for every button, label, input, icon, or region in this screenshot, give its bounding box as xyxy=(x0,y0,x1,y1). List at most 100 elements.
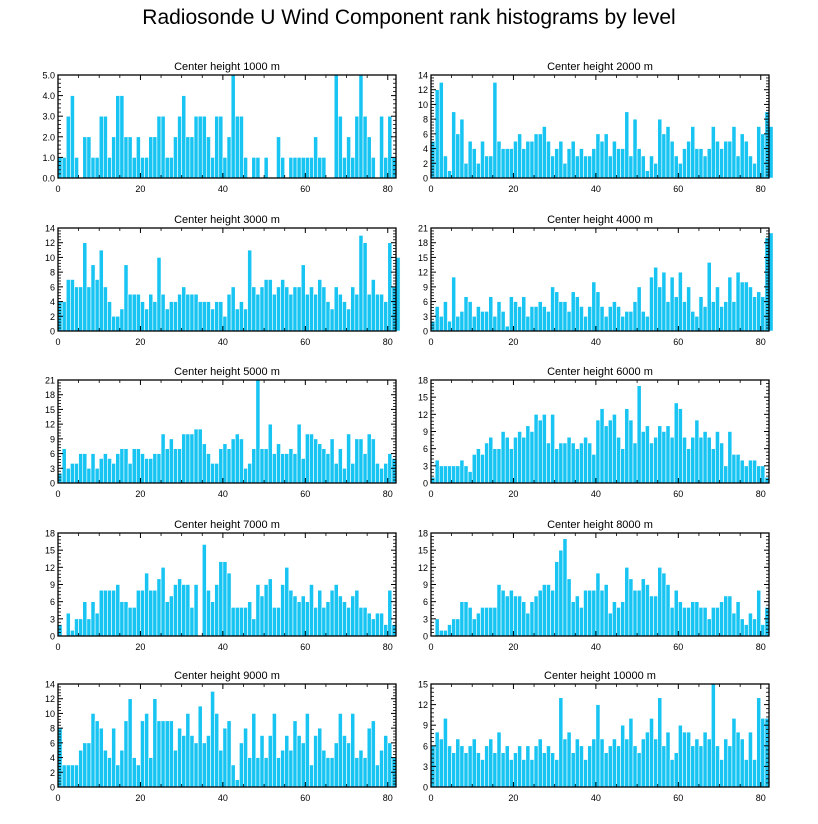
histogram-bar xyxy=(739,738,745,788)
histogram-bar xyxy=(591,738,597,788)
histogram-bar xyxy=(337,595,343,637)
histogram-bar xyxy=(300,264,306,332)
y-tick-label: 8 xyxy=(50,724,55,734)
y-tick-label: 6 xyxy=(50,449,55,459)
histogram-bar xyxy=(255,293,261,332)
histogram-bar xyxy=(492,607,498,637)
histogram-bar xyxy=(628,155,634,179)
histogram-bar xyxy=(317,279,323,332)
histogram-bar xyxy=(65,279,71,332)
x-tick-label: 80 xyxy=(756,184,766,194)
histogram-bar xyxy=(690,126,696,179)
histogram-bar xyxy=(640,155,646,179)
histogram-bar xyxy=(632,301,638,332)
y-tick-label: 12 xyxy=(418,85,428,95)
histogram-bar xyxy=(719,442,724,484)
histogram-bar xyxy=(632,589,638,637)
histogram-bar xyxy=(447,745,452,788)
histogram-bar xyxy=(131,448,137,484)
histogram-bar xyxy=(333,742,339,788)
histogram-bar xyxy=(678,408,683,484)
histogram-bar xyxy=(366,293,372,332)
histogram-bar xyxy=(123,448,129,484)
histogram-bar xyxy=(259,448,265,484)
histogram-bar xyxy=(144,308,149,332)
histogram-bar xyxy=(259,286,265,332)
histogram-bar xyxy=(476,752,481,788)
histogram-bar xyxy=(193,742,199,788)
histogram-bar xyxy=(98,458,104,484)
x-tick-label: 80 xyxy=(756,642,766,652)
histogram-bar xyxy=(533,306,539,332)
histogram-bar xyxy=(333,584,339,637)
histogram-bar xyxy=(653,436,659,484)
histogram-bar xyxy=(476,448,481,484)
x-tick-label: 40 xyxy=(591,184,601,194)
histogram-bar xyxy=(513,140,518,179)
histogram-bar xyxy=(509,148,514,179)
histogram-bar xyxy=(321,607,327,637)
histogram-bar xyxy=(305,433,310,484)
histogram-bar xyxy=(550,286,555,332)
histogram-bar xyxy=(263,279,269,332)
histogram-bar xyxy=(276,757,281,788)
histogram-bar xyxy=(255,757,261,788)
histogram-bar xyxy=(612,140,617,179)
histogram-bar xyxy=(521,601,527,637)
histogram-bar xyxy=(325,757,331,788)
histogram-bar xyxy=(480,607,485,637)
histogram-bar xyxy=(760,624,766,637)
histogram-bar xyxy=(280,279,286,332)
x-tick-label: 80 xyxy=(756,337,766,347)
histogram-bar xyxy=(488,607,494,637)
histogram-bar xyxy=(438,82,444,179)
histogram-bar xyxy=(288,157,294,179)
histogram-bar xyxy=(127,698,133,788)
page-title: Radiosonde U Wind Component rank histogr… xyxy=(142,6,676,29)
histogram-bar xyxy=(513,595,518,637)
histogram-bar xyxy=(640,311,646,332)
histogram-bar xyxy=(488,296,494,332)
y-tick-label: 14 xyxy=(45,224,55,234)
histogram-bar xyxy=(661,133,667,179)
histogram-bar xyxy=(350,157,356,179)
histogram-bar xyxy=(214,713,220,788)
histogram-bar xyxy=(131,157,137,179)
histogram-bar xyxy=(645,731,650,788)
histogram-panel-3: Center height 4000 m 0 3 6 9 12 15 18 21 0 20 40 60 8… xyxy=(418,214,774,347)
histogram-bar xyxy=(496,448,502,484)
x-tick-label: 20 xyxy=(508,489,518,499)
histogram-bar xyxy=(197,301,203,332)
histogram-bar xyxy=(292,720,298,788)
histogram-bar xyxy=(309,286,314,332)
histogram-bar xyxy=(443,301,448,332)
histogram-bar xyxy=(653,738,659,788)
histogram-bar xyxy=(550,155,555,179)
histogram-bar xyxy=(300,595,306,637)
histogram-bar xyxy=(119,95,125,179)
histogram-bar xyxy=(136,293,141,332)
histogram-bar xyxy=(509,296,514,332)
histogram-bar xyxy=(70,629,75,637)
histogram-bar xyxy=(354,293,360,332)
x-tick-label: 60 xyxy=(673,184,683,194)
y-tick-label: 12 xyxy=(45,238,55,248)
histogram-bar xyxy=(375,612,380,637)
histogram-bar xyxy=(509,448,514,484)
y-tick-label: 10 xyxy=(45,709,55,719)
histogram-bar xyxy=(90,713,96,788)
histogram-bar xyxy=(111,463,117,484)
histogram-bar xyxy=(350,713,356,788)
histogram-panel-0: Center height 1000 m 0.0 1.0 2.0 3.0 4.0 5.0 0 2… xyxy=(42,61,397,194)
histogram-bar xyxy=(337,115,343,179)
histogram-bar xyxy=(65,115,71,179)
histogram-bar xyxy=(537,133,543,179)
histogram-bar xyxy=(558,442,564,484)
histogram-bar xyxy=(748,731,753,788)
histogram-bar xyxy=(434,306,440,332)
histogram-bar xyxy=(127,136,133,179)
histogram-bar xyxy=(632,745,638,788)
histogram-bar xyxy=(201,115,207,179)
plot-frame xyxy=(430,227,770,332)
histogram-bar xyxy=(455,133,461,179)
